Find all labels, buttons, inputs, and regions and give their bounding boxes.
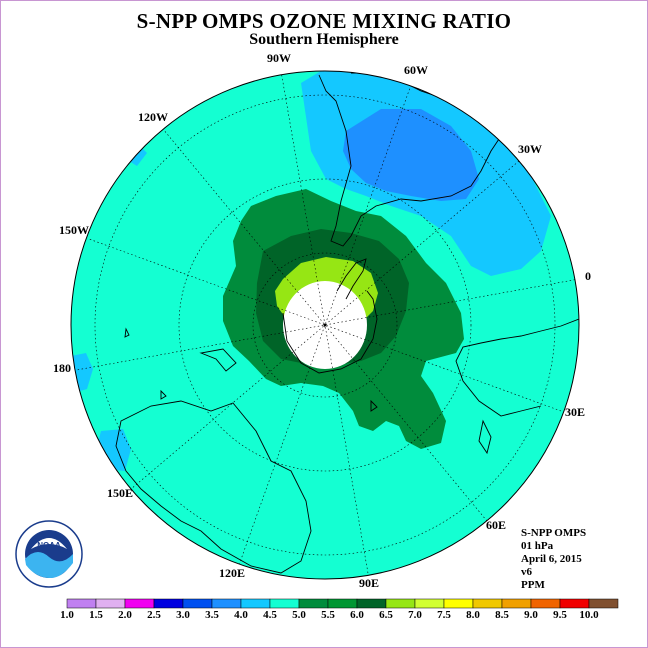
field-3.5-4.0-region xyxy=(343,109,479,201)
legend-swatch xyxy=(414,598,445,609)
legend-swatch xyxy=(443,598,474,609)
legend-swatch xyxy=(472,598,503,609)
island-small-4 xyxy=(370,399,378,412)
info-version: v6 xyxy=(521,566,532,578)
lon-label-120w: 120W xyxy=(138,110,168,124)
legend-tick-label: 1.5 xyxy=(89,609,103,621)
meridian-30w-150e xyxy=(130,160,520,490)
lon-label-0: 0 xyxy=(585,269,591,283)
legend-tick-label: 4.5 xyxy=(263,609,277,621)
legend-tick-label: 8.5 xyxy=(495,609,509,621)
legend-tick-label: 9.0 xyxy=(524,609,538,621)
legend-tick-label: 3.5 xyxy=(205,609,219,621)
lon-label-30w: 30W xyxy=(518,142,542,156)
legend-swatch xyxy=(588,598,619,609)
chart-title: S-NPP OMPS OZONE MIXING RATIO xyxy=(136,9,512,33)
lon-label-60w: 60W xyxy=(404,63,428,77)
info-level: 01 hPa xyxy=(521,540,554,552)
lon-label-90w: 90W xyxy=(267,51,291,65)
meridian-60w-120e xyxy=(238,84,412,566)
legend-swatch xyxy=(240,598,271,609)
lat-circle-0 xyxy=(94,94,556,556)
lon-label-60e: 60E xyxy=(486,518,506,532)
lon-label-150e: 150E xyxy=(107,486,133,500)
antarctica-coast xyxy=(282,290,378,374)
legend-tick-label: 1.0 xyxy=(60,609,74,621)
legend-swatch xyxy=(356,598,387,609)
legend-swatch xyxy=(501,598,532,609)
chart-subtitle: Southern Hemisphere xyxy=(249,31,399,48)
info-block: S-NPP OMPS 01 hPa April 6, 2015 v6 PPM xyxy=(521,527,586,592)
noaa-logo-text: NOAA xyxy=(37,541,61,550)
legend-tick-label: 6.0 xyxy=(350,609,364,621)
legend-swatch xyxy=(298,598,329,609)
lon-label-30e: 30E xyxy=(565,405,585,419)
island-small-1 xyxy=(124,327,130,338)
legend-tick-label: 6.5 xyxy=(379,609,393,621)
meridian-60e-120w xyxy=(162,128,488,522)
legend-swatch xyxy=(559,598,590,609)
info-date: April 6, 2015 xyxy=(521,553,582,565)
ozone-field xyxy=(71,71,579,579)
legend-swatches xyxy=(66,598,619,609)
info-units: PPM xyxy=(521,579,545,591)
lat-circle-60s xyxy=(252,252,398,398)
map-boundary xyxy=(70,70,580,580)
info-instrument: S-NPP OMPS xyxy=(521,527,587,539)
legend-tick-label: 2.5 xyxy=(147,609,161,621)
legend-swatch xyxy=(124,598,155,609)
graticule xyxy=(71,71,579,579)
legend-swatch xyxy=(269,598,300,609)
longitude-labels: 90W 60W 120W 30W 150W 0 180 30E 150E 60E… xyxy=(53,51,591,590)
lon-label-150w: 150W xyxy=(59,223,89,237)
legend-tick-label: 5.5 xyxy=(321,609,335,621)
legend-tick-label: 7.5 xyxy=(437,609,451,621)
new-zealand-coast xyxy=(199,348,237,372)
lon-label-180: 180 xyxy=(53,361,71,375)
madagascar-coast xyxy=(478,419,492,455)
australia-coast xyxy=(115,400,312,574)
field-4.0-4.5-patch-north xyxy=(129,147,147,166)
antarctic-peninsula xyxy=(336,258,367,300)
legend-tick-label: 10.0 xyxy=(579,609,599,621)
lon-label-120e: 120E xyxy=(219,566,245,580)
legend-swatch xyxy=(182,598,213,609)
legend-tick-label: 3.0 xyxy=(176,609,190,621)
legend-swatch xyxy=(530,598,561,609)
legend-swatch xyxy=(211,598,242,609)
legend-swatch xyxy=(153,598,184,609)
legend-tick-label: 5.0 xyxy=(292,609,306,621)
color-legend: 1.0 1.5 2.0 2.5 3.0 3.5 4.0 4.5 5.0 5.5 6.0 6.5 7.0 7… xyxy=(60,598,619,621)
noaa-logo-bird xyxy=(31,538,67,549)
legend-tick-label: 2.0 xyxy=(118,609,132,621)
legend-tick-label: 7.0 xyxy=(408,609,422,621)
legend-swatch xyxy=(66,598,97,609)
noaa-logo-wave xyxy=(25,551,73,579)
island-small-2 xyxy=(160,389,167,400)
lon-label-90e: 90E xyxy=(359,576,379,590)
legend-swatch xyxy=(327,598,358,609)
legend-swatch xyxy=(95,598,126,609)
africa-coast xyxy=(455,318,579,417)
legend-swatch xyxy=(385,598,416,609)
legend-ticks: 1.0 1.5 2.0 2.5 3.0 3.5 4.0 4.5 5.0 5.5 6.0 6.5 7.0 7… xyxy=(60,609,599,621)
legend-tick-label: 9.5 xyxy=(553,609,567,621)
legend-tick-label: 8.0 xyxy=(466,609,480,621)
legend-tick-label: 4.0 xyxy=(234,609,248,621)
noaa-logo: NOAA xyxy=(15,520,83,588)
lat-circle-30s xyxy=(178,178,472,472)
